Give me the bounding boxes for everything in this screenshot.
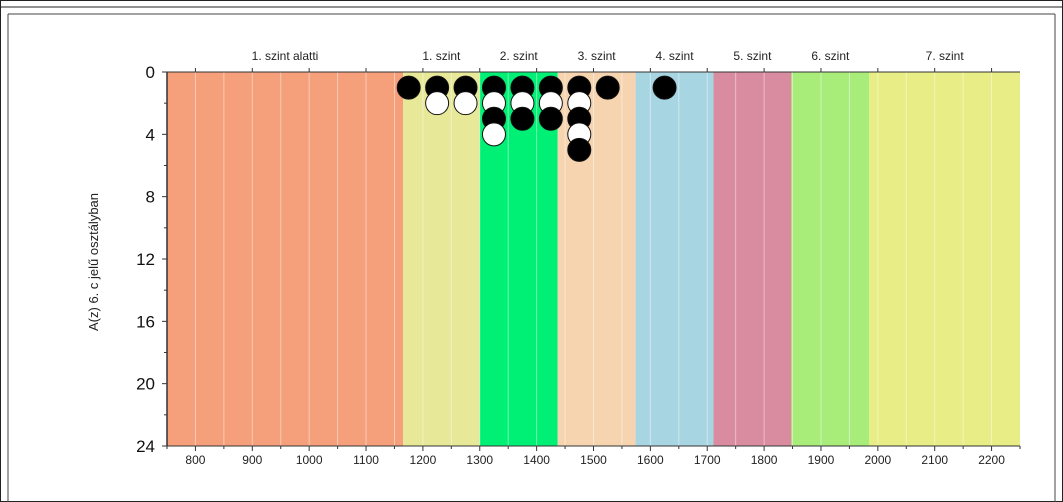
x-tick-label: 2100 [921, 453, 948, 467]
data-point [481, 122, 506, 147]
level-label-6: 5. szint [733, 49, 772, 63]
level-label-3: 2. szint [500, 49, 539, 63]
data-point [595, 75, 620, 100]
data-points [396, 75, 677, 162]
data-point [425, 91, 450, 116]
x-tick-label: 1700 [694, 453, 721, 467]
y-axis-label: A(z) 6. c jelű osztályban [86, 193, 101, 331]
x-tick-label: 1400 [523, 453, 550, 467]
x-tick-label: 1000 [296, 453, 323, 467]
data-point [652, 75, 677, 100]
level-label-2: 1. szint [422, 49, 461, 63]
data-point [567, 137, 592, 162]
y-tick-label: 8 [146, 188, 155, 207]
x-tick-label: 800 [185, 453, 205, 467]
level-band-2 [402, 72, 480, 446]
x-tick-label: 900 [242, 453, 262, 467]
data-point [453, 91, 478, 116]
data-point [396, 75, 421, 100]
y-tick-label: 16 [136, 312, 155, 331]
y-tick-label: 20 [136, 375, 155, 394]
x-tick-label: 1200 [410, 453, 437, 467]
level-labels: 1. szint alatti 1. szint 2. szint 3. szint 4… [252, 49, 965, 63]
y-tick-label: 4 [146, 125, 155, 144]
level-band-7 [791, 72, 870, 446]
level-band-8 [869, 72, 1020, 446]
level-label-5: 4. szint [656, 49, 695, 63]
level-bands [167, 72, 1020, 446]
level-band-1 [167, 72, 403, 446]
data-point [538, 106, 563, 131]
y-tick-label: 12 [136, 250, 155, 269]
x-tick-label: 1800 [751, 453, 778, 467]
x-tick-label: 1900 [808, 453, 835, 467]
level-label-1: 1. szint alatti [252, 49, 319, 63]
level-label-7: 6. szint [811, 49, 850, 63]
x-tick-label: 1600 [637, 453, 664, 467]
axes: 800 900 1000 1100 1200 1300 1400 1500 1600 1700 18… [136, 63, 1021, 467]
data-point [510, 106, 535, 131]
level-label-8: 7. szint [926, 49, 965, 63]
level-label-4: 3. szint [578, 49, 617, 63]
x-tick-label: 1300 [466, 453, 493, 467]
y-tick-label: 0 [146, 63, 155, 82]
x-tick-label: 2000 [864, 453, 891, 467]
x-tick-label: 2200 [978, 453, 1005, 467]
grid-lines [194, 72, 993, 446]
x-tick-label: 1100 [353, 453, 379, 467]
level-band-5 [635, 72, 714, 446]
level-band-6 [713, 72, 792, 446]
x-tick-label: 1500 [580, 453, 607, 467]
y-tick-label: 24 [136, 437, 155, 456]
